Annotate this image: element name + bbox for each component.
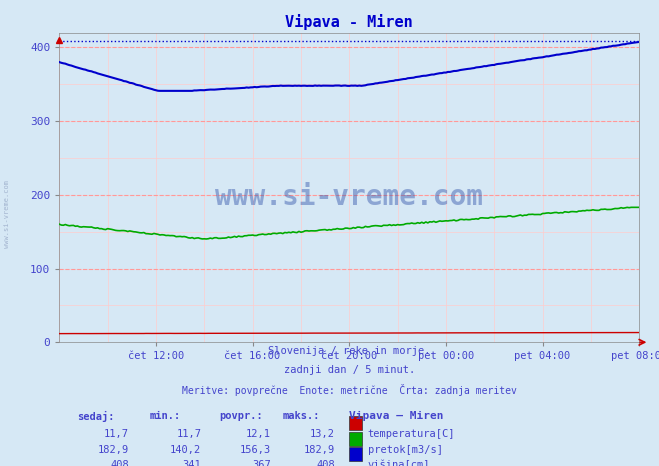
Text: 11,7: 11,7 — [104, 429, 129, 439]
Text: sedaj:: sedaj: — [76, 411, 114, 422]
Text: povpr.:: povpr.: — [219, 411, 262, 421]
FancyBboxPatch shape — [349, 447, 362, 461]
Text: temperatura[C]: temperatura[C] — [368, 429, 455, 439]
Text: 11,7: 11,7 — [177, 429, 202, 439]
Text: 12,1: 12,1 — [246, 429, 271, 439]
Text: Meritve: povprečne  Enote: metrične  Črta: zadnja meritev: Meritve: povprečne Enote: metrične Črta:… — [182, 384, 517, 396]
Text: min.:: min.: — [149, 411, 181, 421]
Text: pretok[m3/s]: pretok[m3/s] — [368, 445, 443, 455]
Text: 156,3: 156,3 — [240, 445, 271, 455]
Text: 182,9: 182,9 — [304, 445, 335, 455]
Text: www.si-vreme.com: www.si-vreme.com — [215, 183, 483, 211]
Text: Slovenija / reke in morje.: Slovenija / reke in morje. — [268, 346, 430, 356]
Text: višina[cm]: višina[cm] — [368, 460, 430, 466]
Text: maks.:: maks.: — [283, 411, 320, 421]
Text: Vipava – Miren: Vipava – Miren — [349, 411, 444, 421]
Text: zadnji dan / 5 minut.: zadnji dan / 5 minut. — [283, 365, 415, 375]
Title: Vipava - Miren: Vipava - Miren — [285, 14, 413, 30]
FancyBboxPatch shape — [349, 432, 362, 446]
Text: 367: 367 — [252, 460, 271, 466]
Text: 408: 408 — [316, 460, 335, 466]
Text: 408: 408 — [110, 460, 129, 466]
Text: www.si-vreme.com: www.si-vreme.com — [4, 180, 11, 248]
Text: 341: 341 — [183, 460, 202, 466]
Text: 13,2: 13,2 — [310, 429, 335, 439]
FancyBboxPatch shape — [349, 416, 362, 431]
Text: 182,9: 182,9 — [98, 445, 129, 455]
Text: 140,2: 140,2 — [170, 445, 202, 455]
